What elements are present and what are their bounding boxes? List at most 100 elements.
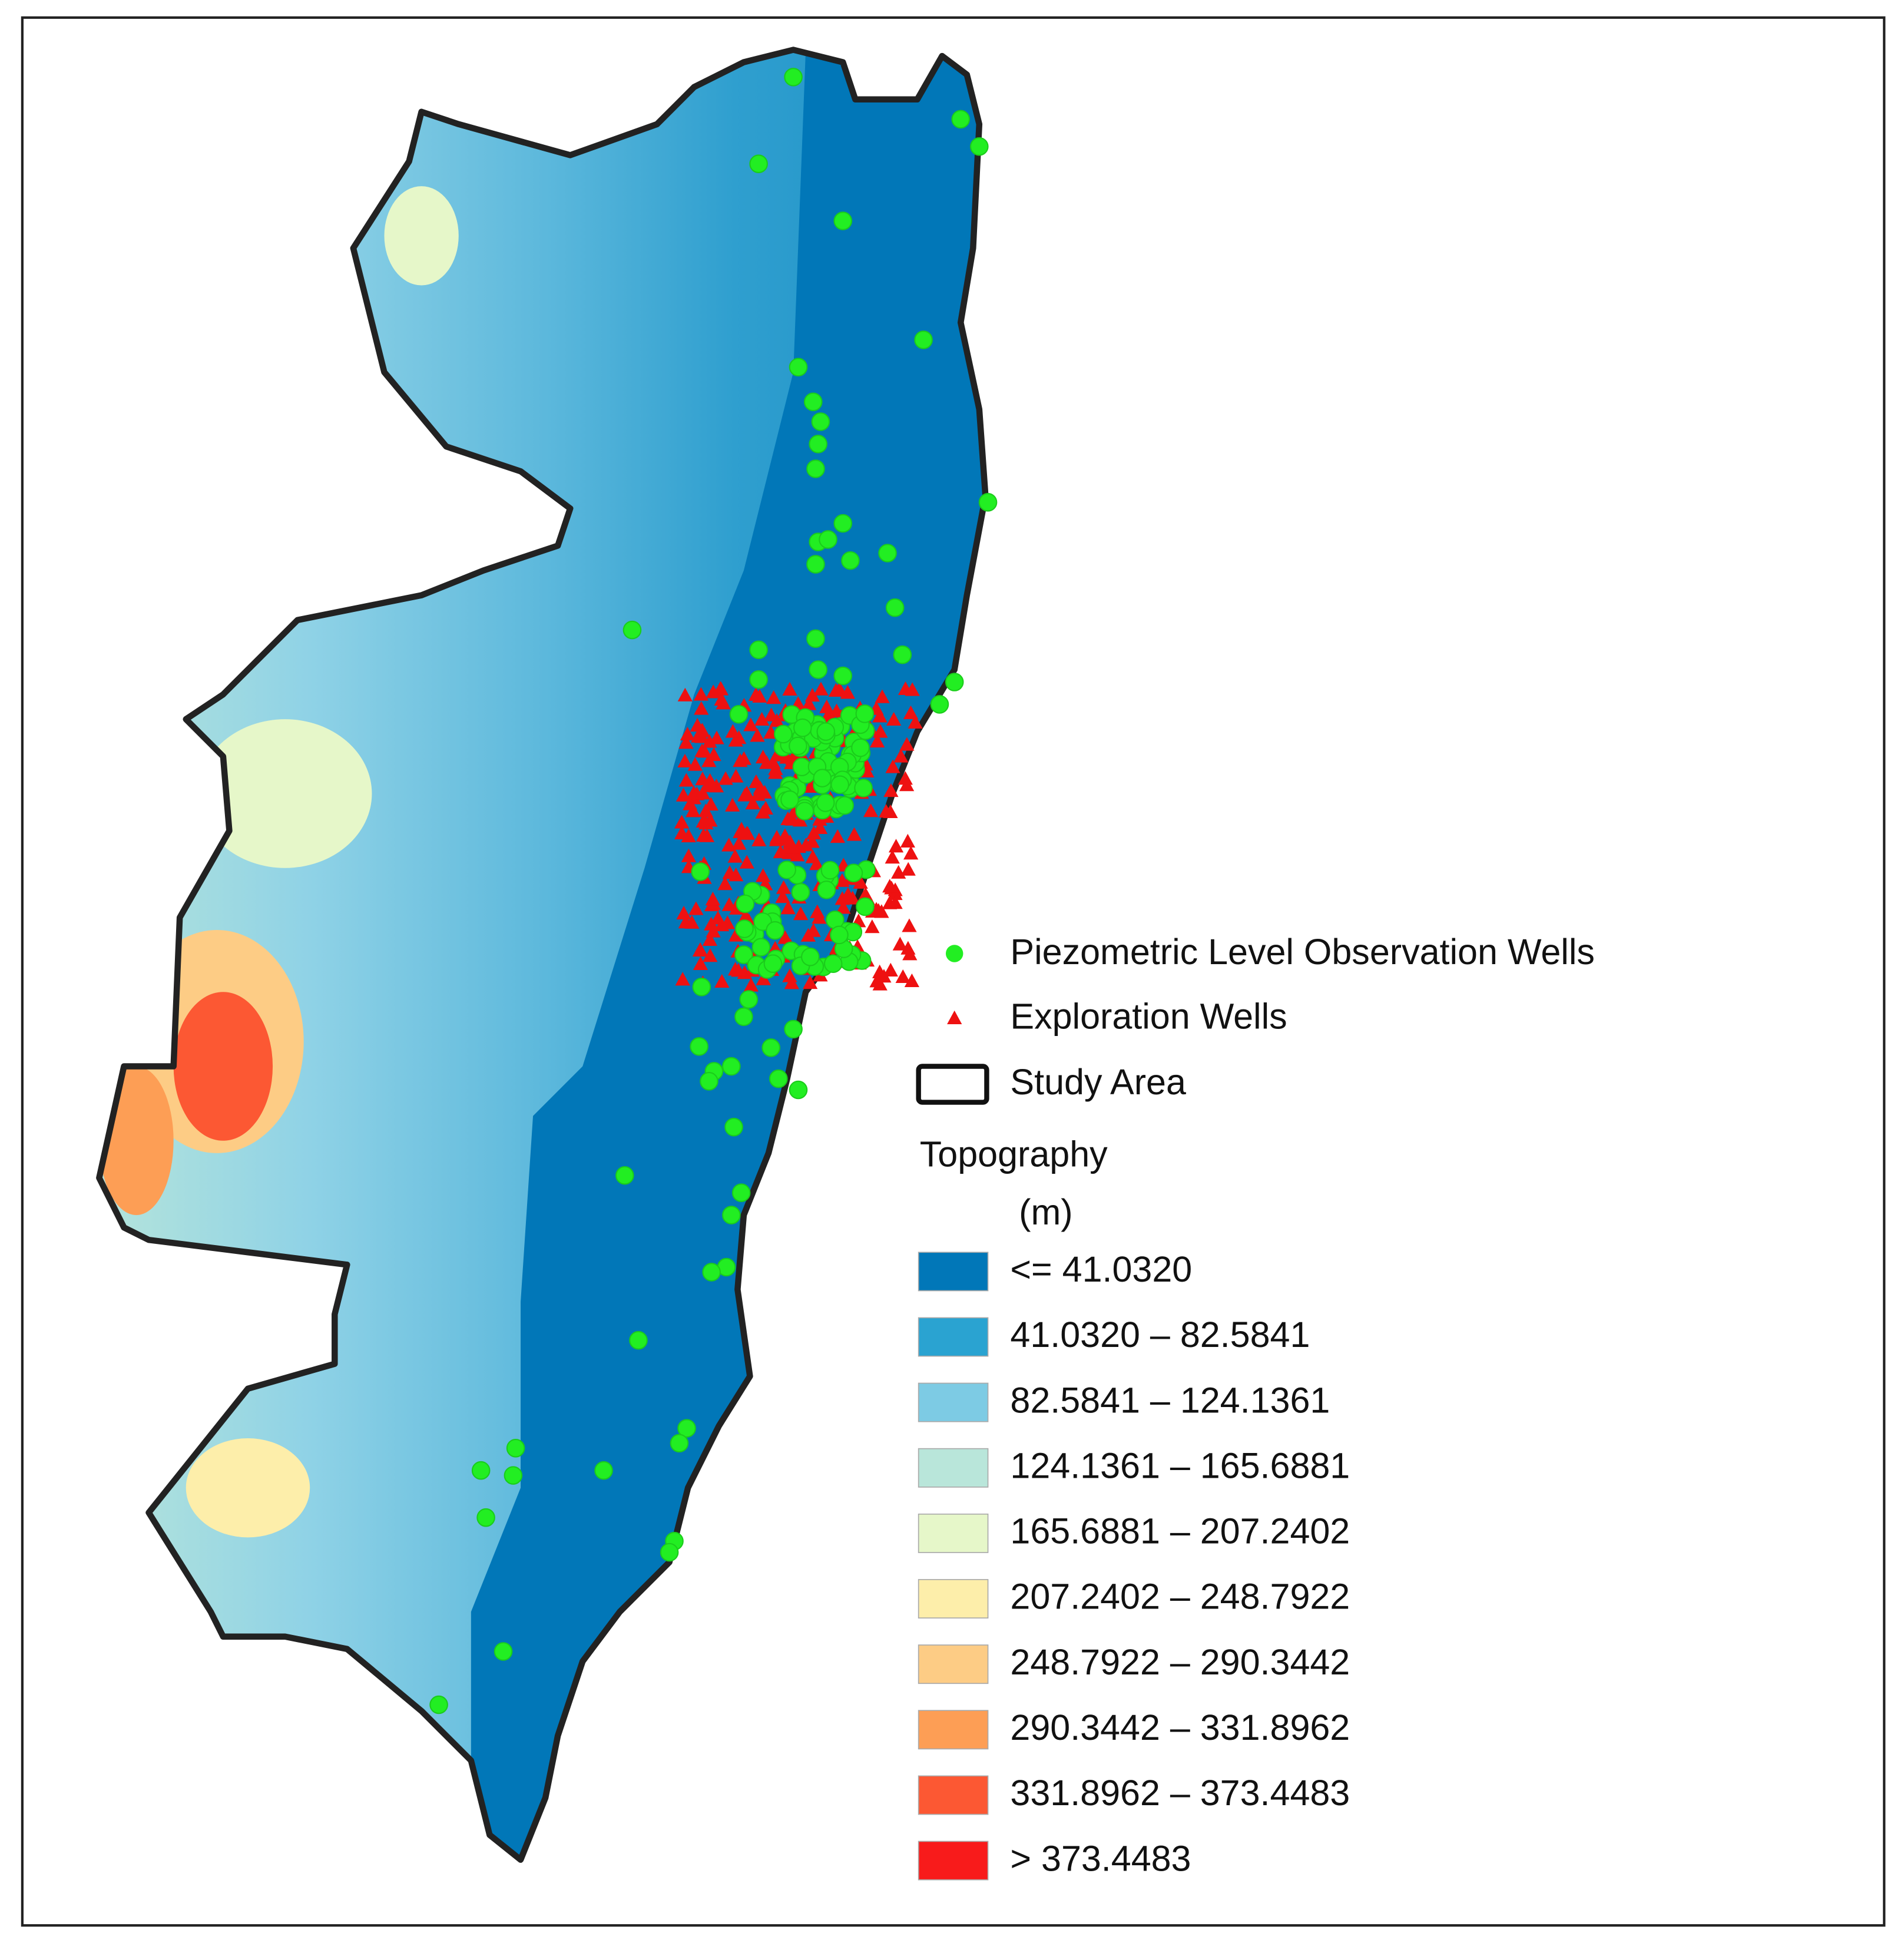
exploration-well — [869, 974, 885, 988]
exploration-well — [728, 928, 744, 942]
legend-label: Piezometric Level Observation Wells — [1010, 932, 1594, 972]
observation-well — [784, 1020, 803, 1039]
exploration-well — [888, 839, 904, 853]
highland — [384, 186, 459, 286]
exploration-well — [766, 690, 782, 704]
exploration-well — [785, 840, 800, 854]
observation-well — [819, 530, 837, 549]
observation-well — [851, 738, 870, 757]
exploration-well — [717, 876, 733, 891]
exploration-well — [714, 974, 730, 988]
observation-well — [692, 978, 711, 997]
observation-well — [795, 802, 814, 820]
observation-well — [629, 1330, 648, 1350]
observation-well — [855, 704, 875, 723]
observation-well — [930, 695, 949, 714]
legend-class-label: 248.7922 – 290.3442 — [1010, 1642, 1350, 1682]
exploration-well — [900, 833, 915, 848]
exploration-well — [686, 803, 701, 817]
observation-well — [615, 1166, 634, 1185]
exploration-well — [745, 796, 760, 810]
exploration-well — [738, 909, 753, 923]
observation-well — [724, 1117, 743, 1137]
exploration-well — [706, 684, 721, 699]
observation-well — [735, 919, 754, 938]
exploration-well — [713, 681, 729, 696]
legend-unit: (m) — [1019, 1192, 1072, 1232]
exploration-well — [684, 915, 700, 929]
exploration-well — [731, 836, 747, 850]
exploration-well — [720, 915, 735, 929]
legend-well-symbol — [945, 945, 963, 962]
exploration-well — [754, 711, 770, 726]
observation-well — [749, 154, 768, 173]
exploration-well — [885, 850, 900, 864]
exploration-well — [832, 681, 847, 696]
observation-well — [817, 881, 836, 899]
observation-well — [830, 775, 849, 795]
exploration-well — [702, 773, 718, 787]
exploration-well — [806, 923, 821, 937]
exploration-well — [870, 734, 885, 748]
observation-well — [622, 620, 642, 640]
observation-well — [914, 330, 933, 349]
legend-class-label: 331.8962 – 373.4483 — [1010, 1773, 1350, 1813]
observation-well — [801, 947, 820, 966]
exploration-well — [739, 786, 754, 800]
exploration-well — [875, 689, 890, 703]
exploration-well — [743, 717, 759, 731]
exploration-well — [690, 718, 705, 732]
observation-well — [749, 640, 768, 660]
legend-class-label: 82.5841 – 124.1361 — [1010, 1380, 1330, 1420]
exploration-well — [840, 685, 856, 699]
observation-well — [749, 670, 768, 689]
observation-well — [813, 769, 832, 787]
observation-well — [702, 1263, 721, 1282]
exploration-well — [756, 971, 771, 985]
observation-well — [951, 110, 971, 129]
exploration-well — [676, 905, 691, 920]
observation-well — [885, 598, 905, 617]
exploration-well — [677, 753, 693, 768]
observation-well — [722, 1206, 741, 1224]
observation-well — [816, 722, 836, 741]
legend-swatch — [918, 1644, 989, 1684]
observation-well — [835, 796, 854, 815]
exploration-well — [697, 744, 712, 758]
exploration-well — [776, 880, 792, 894]
observation-well — [736, 894, 755, 913]
exploration-well — [675, 972, 690, 986]
exploration-well — [793, 906, 809, 921]
observation-well — [856, 897, 875, 916]
exploration-well — [714, 691, 729, 706]
observation-well — [793, 718, 812, 737]
exploration-well — [759, 755, 774, 769]
observation-well — [833, 211, 853, 230]
observation-well — [769, 1069, 788, 1088]
legend-exploration-symbol — [947, 1010, 962, 1024]
observation-well — [660, 1543, 679, 1562]
observation-well — [763, 954, 783, 973]
observation-well — [823, 954, 843, 974]
exploration-well — [727, 962, 743, 976]
observation-well — [789, 736, 807, 756]
exploration-well — [733, 753, 748, 767]
exploration-well — [784, 975, 800, 989]
exploration-well — [688, 901, 704, 915]
exploration-well — [857, 887, 873, 901]
highland — [198, 719, 372, 868]
exploration-well — [722, 865, 737, 879]
legend-class-label: <= 41.0320 — [1010, 1249, 1192, 1289]
exploration-well — [678, 773, 694, 787]
legend-swatch — [918, 1448, 989, 1488]
exploration-well — [802, 696, 817, 710]
exploration-well — [780, 901, 796, 915]
legend-class-label: 41.0320 – 82.5841 — [1010, 1315, 1310, 1355]
exploration-well — [756, 868, 771, 882]
observation-well — [816, 793, 835, 812]
observation-well — [700, 1071, 718, 1091]
exploration-well — [836, 900, 851, 914]
exploration-well — [687, 757, 703, 771]
observation-well — [854, 779, 873, 797]
observation-well — [806, 555, 825, 574]
